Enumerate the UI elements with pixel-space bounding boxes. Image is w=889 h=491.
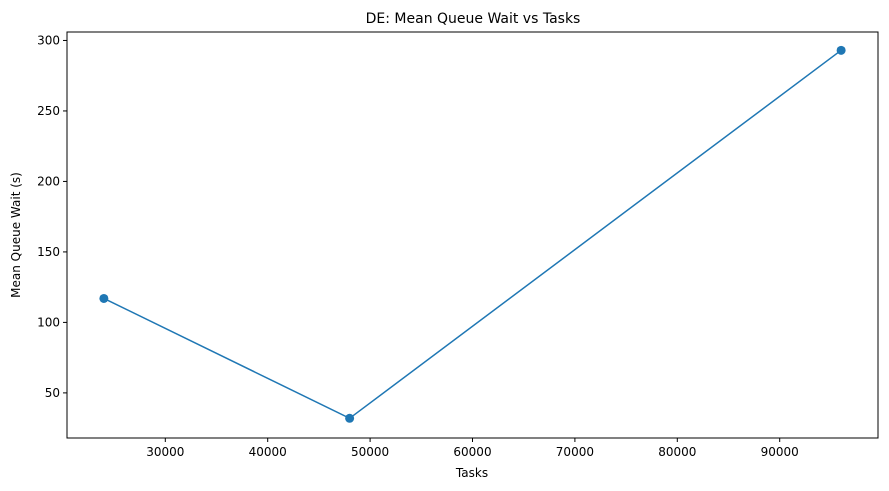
x-tick-label: 30000 [146, 445, 184, 459]
y-tick-label: 50 [45, 386, 60, 400]
y-tick-label: 250 [37, 104, 60, 118]
x-tick-label: 50000 [351, 445, 389, 459]
x-tick-label: 70000 [556, 445, 594, 459]
x-tick-label: 60000 [453, 445, 491, 459]
data-point [99, 293, 109, 303]
data-point [345, 413, 355, 423]
plot-area [99, 45, 846, 423]
y-tick-label: 100 [37, 315, 60, 329]
y-tick-label: 150 [37, 245, 60, 259]
y-axis: 50 100 150 200 250 300 [37, 33, 67, 400]
x-tick-label: 40000 [249, 445, 287, 459]
chart-title: DE: Mean Queue Wait vs Tasks [366, 11, 581, 27]
x-tick-label: 80000 [658, 445, 696, 459]
x-axis-title: Tasks [455, 466, 488, 480]
y-tick-label: 200 [37, 174, 60, 188]
data-point [836, 45, 846, 55]
x-tick-label: 90000 [761, 445, 799, 459]
y-tick-label: 300 [37, 33, 60, 47]
x-axis: 30000 40000 50000 60000 70000 80000 90000 [146, 438, 799, 459]
y-axis-title: Mean Queue Wait (s) [9, 172, 23, 298]
